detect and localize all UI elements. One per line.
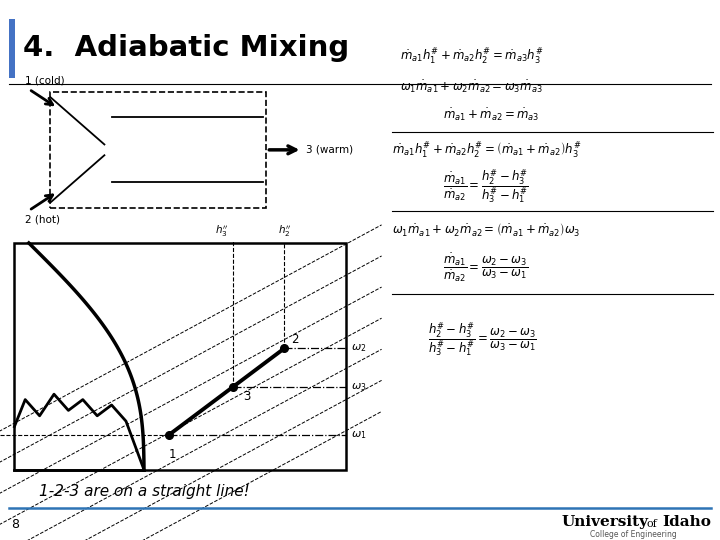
Text: $\omega_1$: $\omega_1$ — [351, 429, 367, 441]
Text: $\dot{m}_{a1}h_1^{\#} + \dot{m}_{a2}h_2^{\#} = \dot{m}_{a3}h_3^{\#}$: $\dot{m}_{a1}h_1^{\#} + \dot{m}_{a2}h_2^… — [400, 46, 543, 67]
Text: 1: 1 — [169, 448, 176, 461]
Text: $\dot{m}_{a1} + \dot{m}_{a2} = \dot{m}_{a3}$: $\dot{m}_{a1} + \dot{m}_{a2} = \dot{m}_{… — [443, 106, 539, 123]
Text: 2: 2 — [292, 333, 299, 346]
Text: $\dfrac{\dot{m}_{a1}}{\dot{m}_{a2}} = \dfrac{\omega_2-\omega_3}{\omega_3-\omega_: $\dfrac{\dot{m}_{a1}}{\dot{m}_{a2}} = \d… — [443, 251, 528, 284]
Text: 2 (hot): 2 (hot) — [25, 214, 60, 225]
Text: 3: 3 — [243, 390, 251, 403]
Text: $\dfrac{h_2^{\#}-h_3^{\#}}{h_3^{\#}-h_1^{\#}} = \dfrac{\omega_2-\omega_3}{\omega: $\dfrac{h_2^{\#}-h_3^{\#}}{h_3^{\#}-h_1^… — [428, 321, 537, 360]
Text: 4.  Adiabatic Mixing: 4. Adiabatic Mixing — [23, 33, 349, 62]
Text: $\dot{m}_{a1}h_1^{\#} + \dot{m}_{a2}h_2^{\#} = \left(\dot{m}_{a1} + \dot{m}_{a2}: $\dot{m}_{a1}h_1^{\#} + \dot{m}_{a2}h_2^… — [392, 141, 582, 161]
Bar — [50, 92, 266, 208]
Text: $h_3^{\prime\prime}$: $h_3^{\prime\prime}$ — [215, 223, 228, 239]
Text: 3 (warm): 3 (warm) — [306, 145, 353, 155]
Text: $\omega_3$: $\omega_3$ — [351, 381, 367, 393]
Text: College of Engineering: College of Engineering — [590, 530, 677, 538]
Text: $\omega_2$: $\omega_2$ — [351, 342, 366, 354]
Bar — [14, 243, 346, 470]
Text: 1 (cold): 1 (cold) — [25, 75, 65, 85]
Text: $\omega_1\dot{m}_{a1} + \omega_2\dot{m}_{a2} = \left(\dot{m}_{a1} + \dot{m}_{a2}: $\omega_1\dot{m}_{a1} + \omega_2\dot{m}_… — [392, 221, 581, 238]
Text: $\dfrac{\dot{m}_{a1}}{\dot{m}_{a2}} = \dfrac{h_2^{\#}-h_3^{\#}}{h_3^{\#}-h_1^{\#: $\dfrac{\dot{m}_{a1}}{\dot{m}_{a2}} = \d… — [443, 167, 528, 206]
Text: 1-2-3 are on a straight line!: 1-2-3 are on a straight line! — [39, 484, 249, 499]
Text: University: University — [562, 515, 649, 529]
Text: $h_2^{\prime\prime}$: $h_2^{\prime\prime}$ — [278, 223, 291, 239]
Bar — [9, 19, 15, 78]
Text: $\omega_1\dot{m}_{a1} + \omega_2\dot{m}_{a2} = \omega_3\dot{m}_{a3}$: $\omega_1\dot{m}_{a1} + \omega_2\dot{m}_… — [400, 78, 542, 94]
Text: of: of — [647, 519, 657, 529]
Text: 8: 8 — [11, 518, 19, 531]
Text: Idaho: Idaho — [662, 515, 711, 529]
